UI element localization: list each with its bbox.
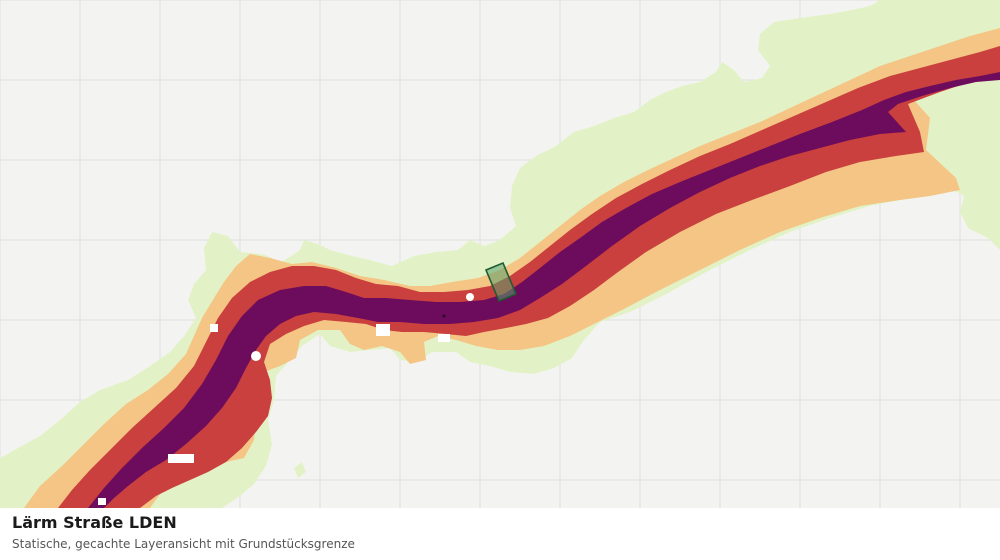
raster-gaps [98,293,474,505]
parcel-boundary[interactable] [484,261,518,303]
raster-gap [438,334,450,342]
raster-gap [168,454,194,463]
noise-map[interactable] [0,0,1000,508]
location-marker [442,314,446,318]
raster-gap [466,293,474,301]
raster-gap [251,351,261,361]
map-caption: Lärm Straße LDEN Statische, gecachte Lay… [0,508,1000,560]
noise-zone-level-1-islet [294,462,306,478]
map-title: Lärm Straße LDEN [12,513,177,532]
raster-gap [98,498,106,505]
map-subtitle: Statische, gecachte Layeransicht mit Gru… [12,537,355,551]
raster-gap [376,324,390,336]
raster-gap [210,324,218,332]
noise-zone-level-4 [88,72,1000,508]
